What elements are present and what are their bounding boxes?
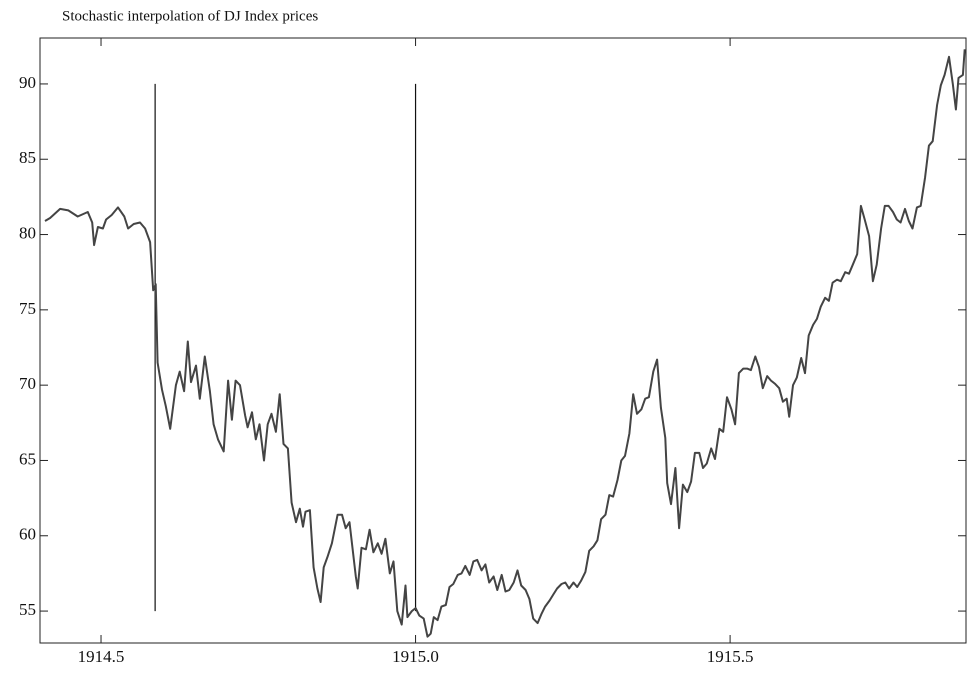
x-tick-label: 1915.0 — [392, 647, 439, 666]
plot-frame — [39, 37, 967, 644]
y-tick-label: 60 — [19, 525, 36, 544]
y-tick-label: 75 — [19, 299, 36, 318]
y-tick-label: 55 — [19, 600, 36, 619]
y-tick-label: 90 — [19, 73, 36, 92]
x-tick-label: 1915.5 — [707, 647, 754, 666]
y-tick-label: 65 — [19, 449, 36, 468]
chart-title: Stochastic interpolation of DJ Index pri… — [62, 8, 318, 24]
price-line — [44, 49, 966, 638]
y-tick-label: 70 — [19, 374, 36, 393]
y-tick-label: 85 — [19, 148, 36, 167]
x-tick-label: 1914.5 — [78, 647, 125, 666]
y-tick-label: 80 — [19, 223, 36, 242]
